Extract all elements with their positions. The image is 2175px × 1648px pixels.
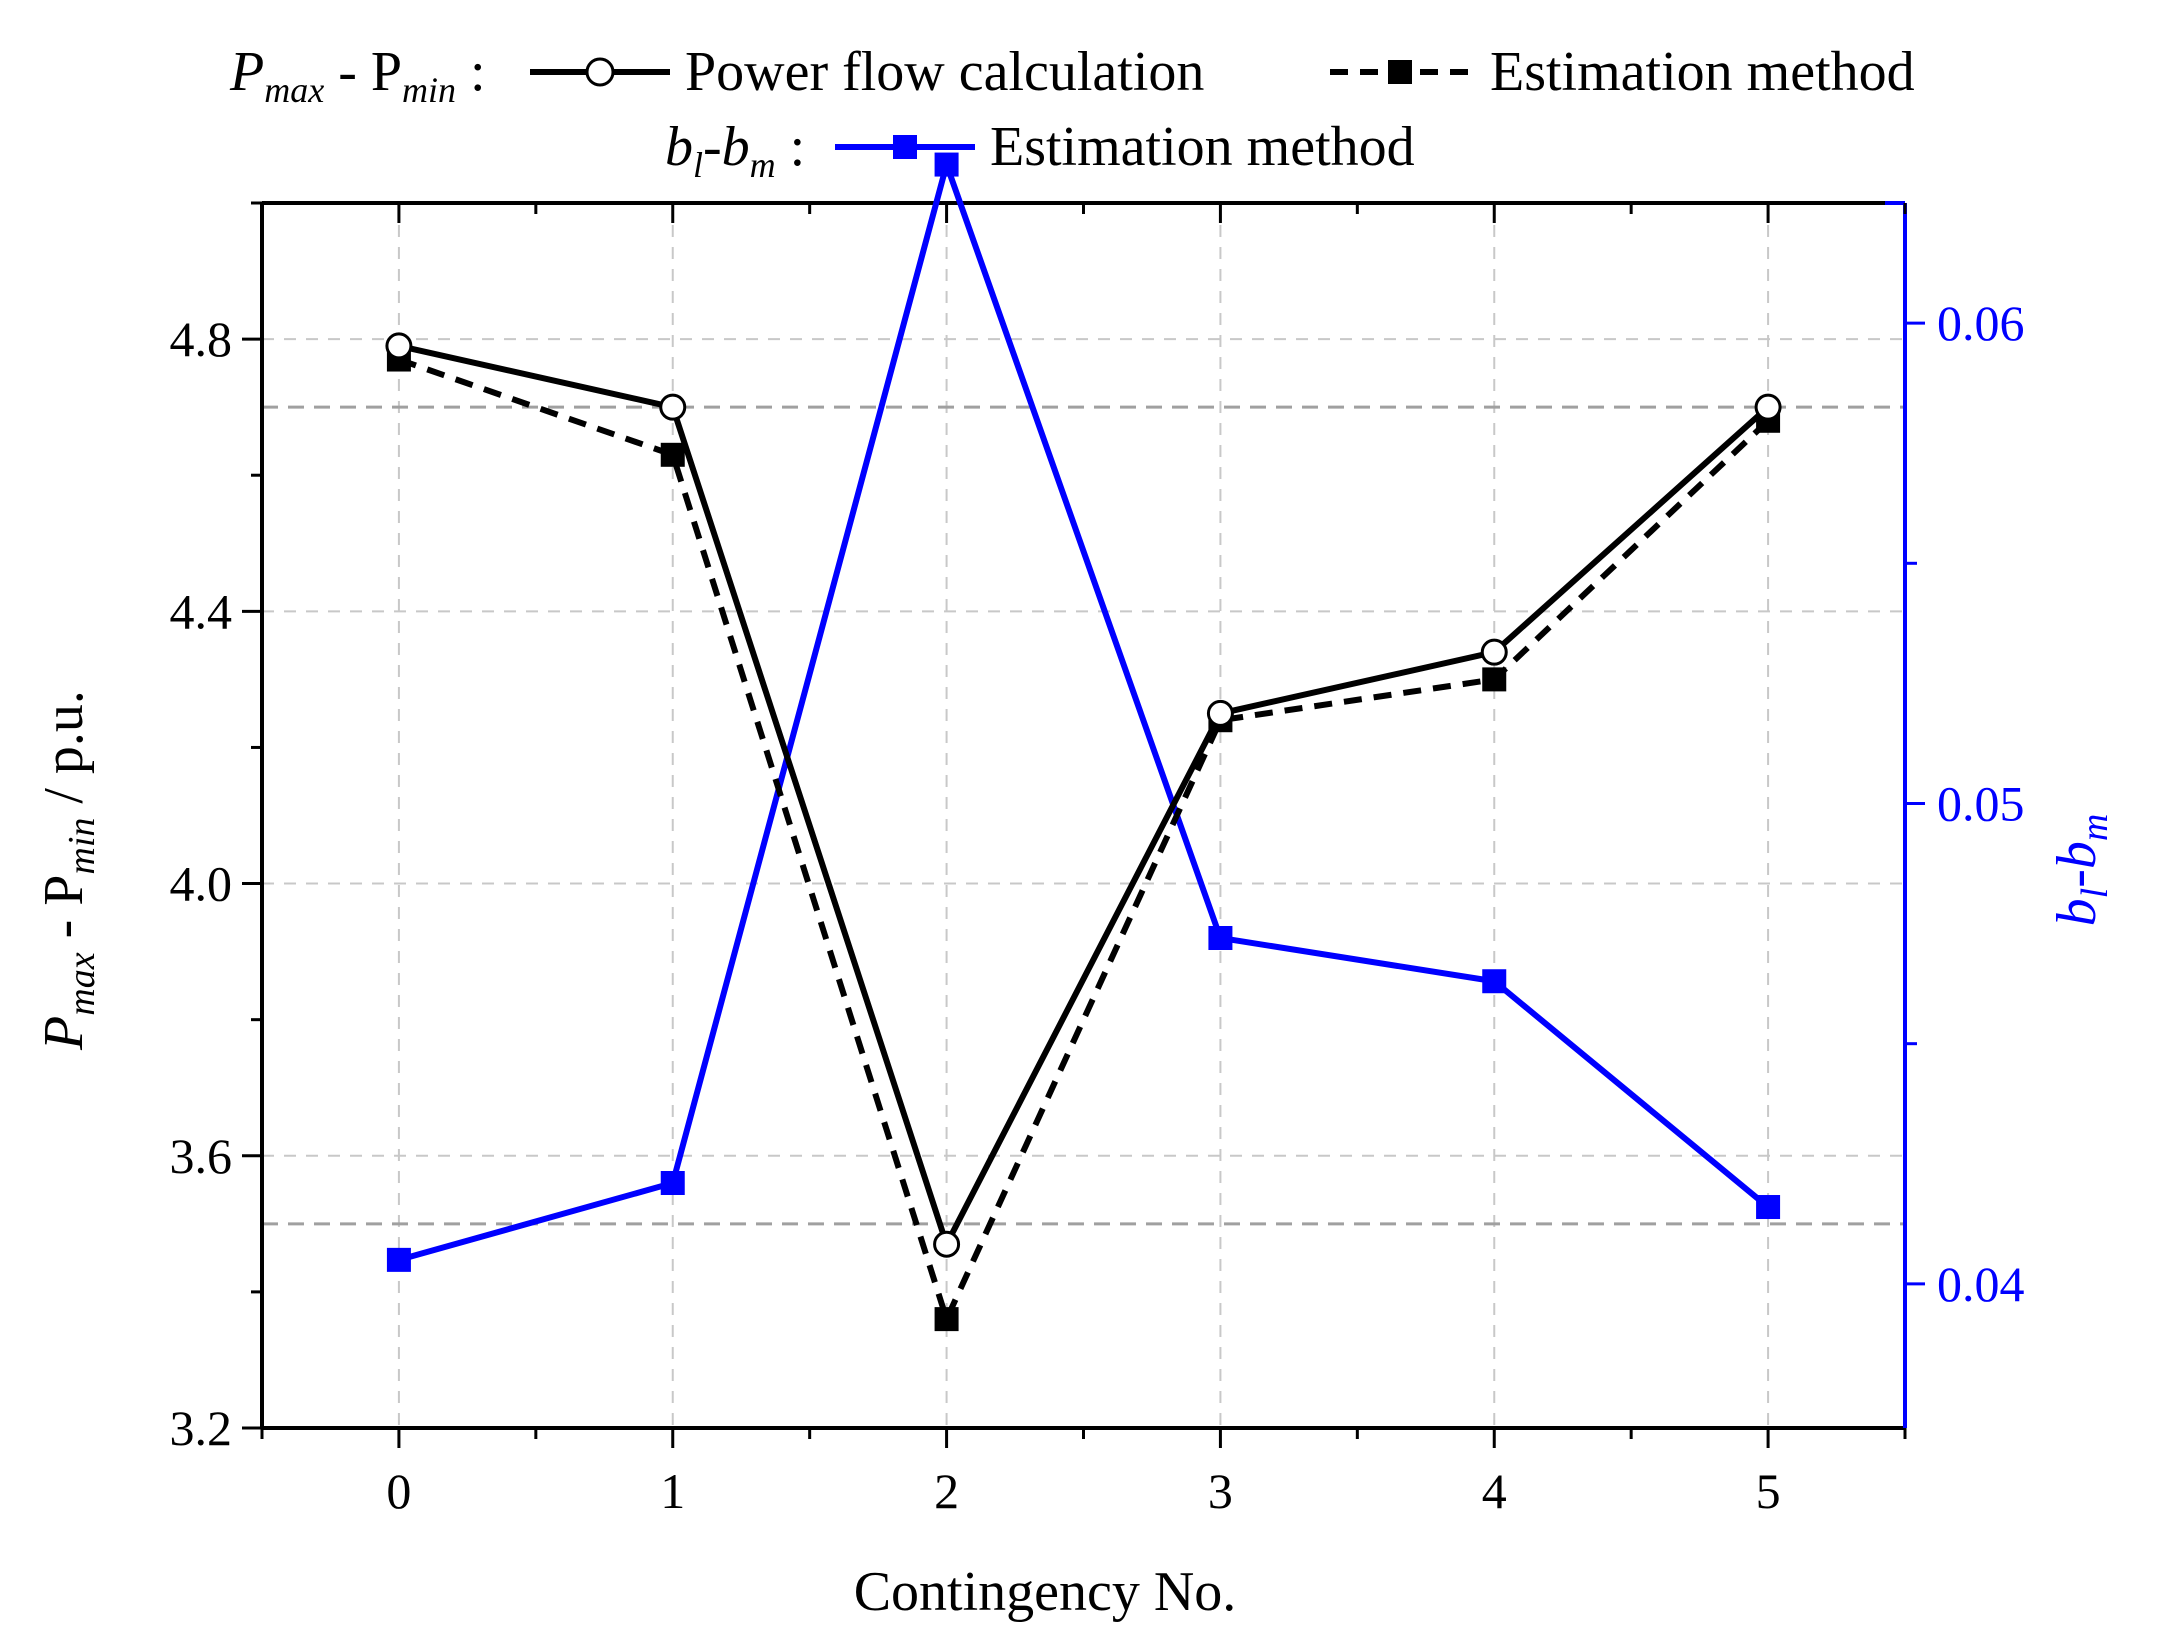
- x-tick-label: 3: [1208, 1463, 1233, 1519]
- x-tick-label: 4: [1482, 1463, 1507, 1519]
- data-point-square: [386, 1247, 411, 1272]
- y2-tick-label: 0.04: [1937, 1256, 2025, 1312]
- legend-label-estimation-blue: Estimation method: [990, 116, 1415, 178]
- legend-marker-blue-square: [893, 135, 917, 159]
- y-tick-label: 4.0: [170, 856, 233, 912]
- data-point-circle: [385, 332, 413, 360]
- data-point-square: [1482, 969, 1507, 994]
- y-axis-title: Pmax - Pmin / p.u.: [33, 690, 103, 1051]
- data-point-square: [660, 1171, 685, 1195]
- data-point-circle: [1206, 699, 1234, 727]
- legend-marker-open-circle: [585, 57, 615, 87]
- series: [397, 154, 1771, 1328]
- y-tick-label: 3.2: [170, 1400, 233, 1456]
- data-point-circle: [1754, 393, 1782, 421]
- x-tick-label: 1: [660, 1463, 685, 1519]
- series-line-2: [398, 154, 1770, 1263]
- x-tick-label: 5: [1756, 1463, 1781, 1519]
- data-point-square: [1482, 667, 1507, 692]
- series-line-1: [397, 356, 1771, 1328]
- y-tick-label: 3.6: [170, 1128, 233, 1184]
- markers: [385, 152, 1782, 1332]
- data-point-square: [660, 442, 685, 467]
- series-line-0: [398, 342, 1771, 1252]
- grid: [262, 203, 1905, 1428]
- legend-row1-label: Pmax - Pmin :: [229, 41, 486, 110]
- legend-label-estimation-black: Estimation method: [1490, 41, 1915, 103]
- data-point-square: [934, 152, 959, 177]
- data-point-square: [1208, 926, 1233, 950]
- y-tick-label: 4.8: [170, 311, 233, 367]
- legend-marker-black-square: [1388, 60, 1412, 84]
- legend-row2-label: bl-bm :: [665, 116, 805, 185]
- x-tick-label: 2: [934, 1463, 959, 1519]
- axes: [260, 201, 1907, 1430]
- legend: Pmax - Pmin : Power flow calculation Est…: [229, 41, 1915, 185]
- x-tick-label: 0: [386, 1463, 411, 1519]
- y-tick-label: 4.4: [170, 583, 233, 639]
- data-point-circle: [1480, 638, 1508, 666]
- data-point-square: [1756, 1195, 1781, 1220]
- data-point-square: [934, 1307, 959, 1332]
- ticks: 0 1 2 3 4 5 3.2 3.6 4.0 4.4 4.8 0.04 0.05 0.06: [170, 201, 2025, 1519]
- x-axis-title: Contingency No.: [854, 1561, 1237, 1623]
- y2-axis-title: bl-bm: [2046, 814, 2116, 927]
- reference-lines: [262, 405, 1905, 1226]
- data-point-circle: [933, 1230, 961, 1258]
- legend-label-power-flow: Power flow calculation: [685, 41, 1204, 103]
- data-point-circle: [659, 393, 687, 421]
- y2-tick-label: 0.06: [1937, 295, 2025, 351]
- y2-tick-label: 0.05: [1937, 775, 2025, 831]
